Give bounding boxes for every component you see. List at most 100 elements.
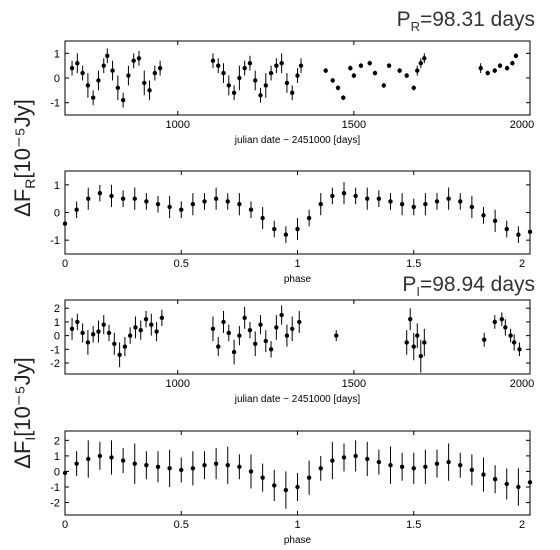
x-tick-label: 2000 [510, 119, 534, 131]
data-point [411, 466, 416, 471]
data-point [216, 63, 221, 68]
data-point [96, 329, 101, 334]
y-tick-label: 0 [54, 208, 60, 220]
data-point [85, 83, 91, 88]
x-tick-label: 1 [294, 519, 300, 531]
data-point [353, 453, 358, 459]
data-point [237, 464, 242, 469]
r-band-period-label: PR=98.31 days [397, 8, 535, 34]
data-point [242, 315, 247, 321]
i-band-period-label: PI=98.94 days [402, 273, 535, 299]
data-point [144, 199, 149, 204]
data-point [143, 316, 149, 322]
data-point [167, 204, 172, 210]
data-point [306, 215, 312, 221]
data-point [106, 330, 112, 336]
data-point [504, 481, 509, 487]
data-point [74, 461, 79, 466]
data-point [279, 61, 284, 66]
data-point [96, 78, 101, 83]
data-point [408, 316, 413, 322]
data-point [120, 458, 126, 463]
data-point [86, 196, 91, 201]
data-point [101, 322, 106, 327]
data-point [101, 63, 106, 68]
x-tick-label: 2000 [510, 378, 534, 390]
y-tick-label: 2 [54, 435, 60, 447]
data-point [122, 344, 128, 349]
data-point [136, 56, 142, 61]
data-point [318, 466, 323, 471]
x-axis-label: julian date − 2451000 [days] [234, 135, 361, 146]
y-tick-label: 1 [54, 317, 60, 329]
data-point [358, 63, 364, 68]
data-point [446, 459, 451, 465]
data-point [272, 483, 277, 488]
data-point [216, 344, 221, 349]
data-point [258, 322, 263, 327]
data-point [411, 344, 416, 349]
data-point [110, 68, 115, 73]
x-axis-label: julian date − 2451000 [days] [234, 394, 361, 405]
data-point [399, 202, 405, 207]
data-point [263, 83, 268, 88]
data-point [404, 340, 409, 345]
data-point [341, 455, 347, 460]
data-point [381, 83, 387, 88]
data-point [295, 484, 300, 490]
data-point [62, 221, 68, 226]
data-point [376, 459, 382, 465]
data-point [127, 333, 133, 338]
y-tick-label: -2 [50, 498, 60, 510]
data-point [283, 232, 289, 237]
data-point [147, 88, 152, 93]
data-point [75, 319, 80, 325]
y-tick-label: 0 [54, 73, 60, 85]
data-point [120, 196, 126, 201]
data-point [117, 352, 122, 358]
data-point [138, 327, 143, 333]
data-point [131, 58, 136, 63]
x-tick-label: 1.5 [406, 258, 421, 270]
data-point [80, 70, 85, 76]
data-point [341, 95, 346, 100]
data-point [152, 70, 158, 76]
data-point [446, 196, 451, 201]
x-tick-label: 1 [294, 258, 300, 270]
data-point [323, 68, 328, 73]
data-point [365, 456, 370, 462]
data-point [179, 467, 184, 473]
data-point [469, 467, 475, 473]
x-tick-label: 0 [62, 519, 68, 531]
data-point [298, 63, 304, 68]
data-point [415, 68, 420, 73]
data-point [247, 327, 253, 333]
data-point [404, 73, 409, 78]
data-point [367, 61, 372, 66]
x-tick-label: 0.5 [174, 258, 189, 270]
data-point [335, 85, 341, 91]
y-tick-label: 1 [54, 451, 60, 463]
data-point [132, 461, 137, 466]
data-point [109, 455, 114, 460]
data-point [513, 53, 519, 58]
data-point [372, 70, 378, 76]
data-point [422, 340, 427, 345]
data-point [517, 347, 522, 352]
data-point [90, 95, 96, 100]
r-band-date-panel: 1000 1500 2000 -1 0 1 julian date − 2451000 [d… [50, 40, 534, 146]
data-point [155, 202, 161, 207]
data-point [527, 480, 533, 485]
data-point [485, 70, 490, 76]
data-point [290, 90, 295, 96]
data-point [213, 461, 219, 466]
data-point [423, 202, 428, 207]
data-point [226, 330, 232, 336]
i-band-y-axis-label: ΔFI[10⁻⁵Jy] [10, 357, 38, 468]
y-tick-label: -1 [50, 344, 60, 356]
y-tick-label: -2 [50, 358, 60, 370]
data-point [388, 199, 393, 204]
data-point [330, 193, 335, 199]
